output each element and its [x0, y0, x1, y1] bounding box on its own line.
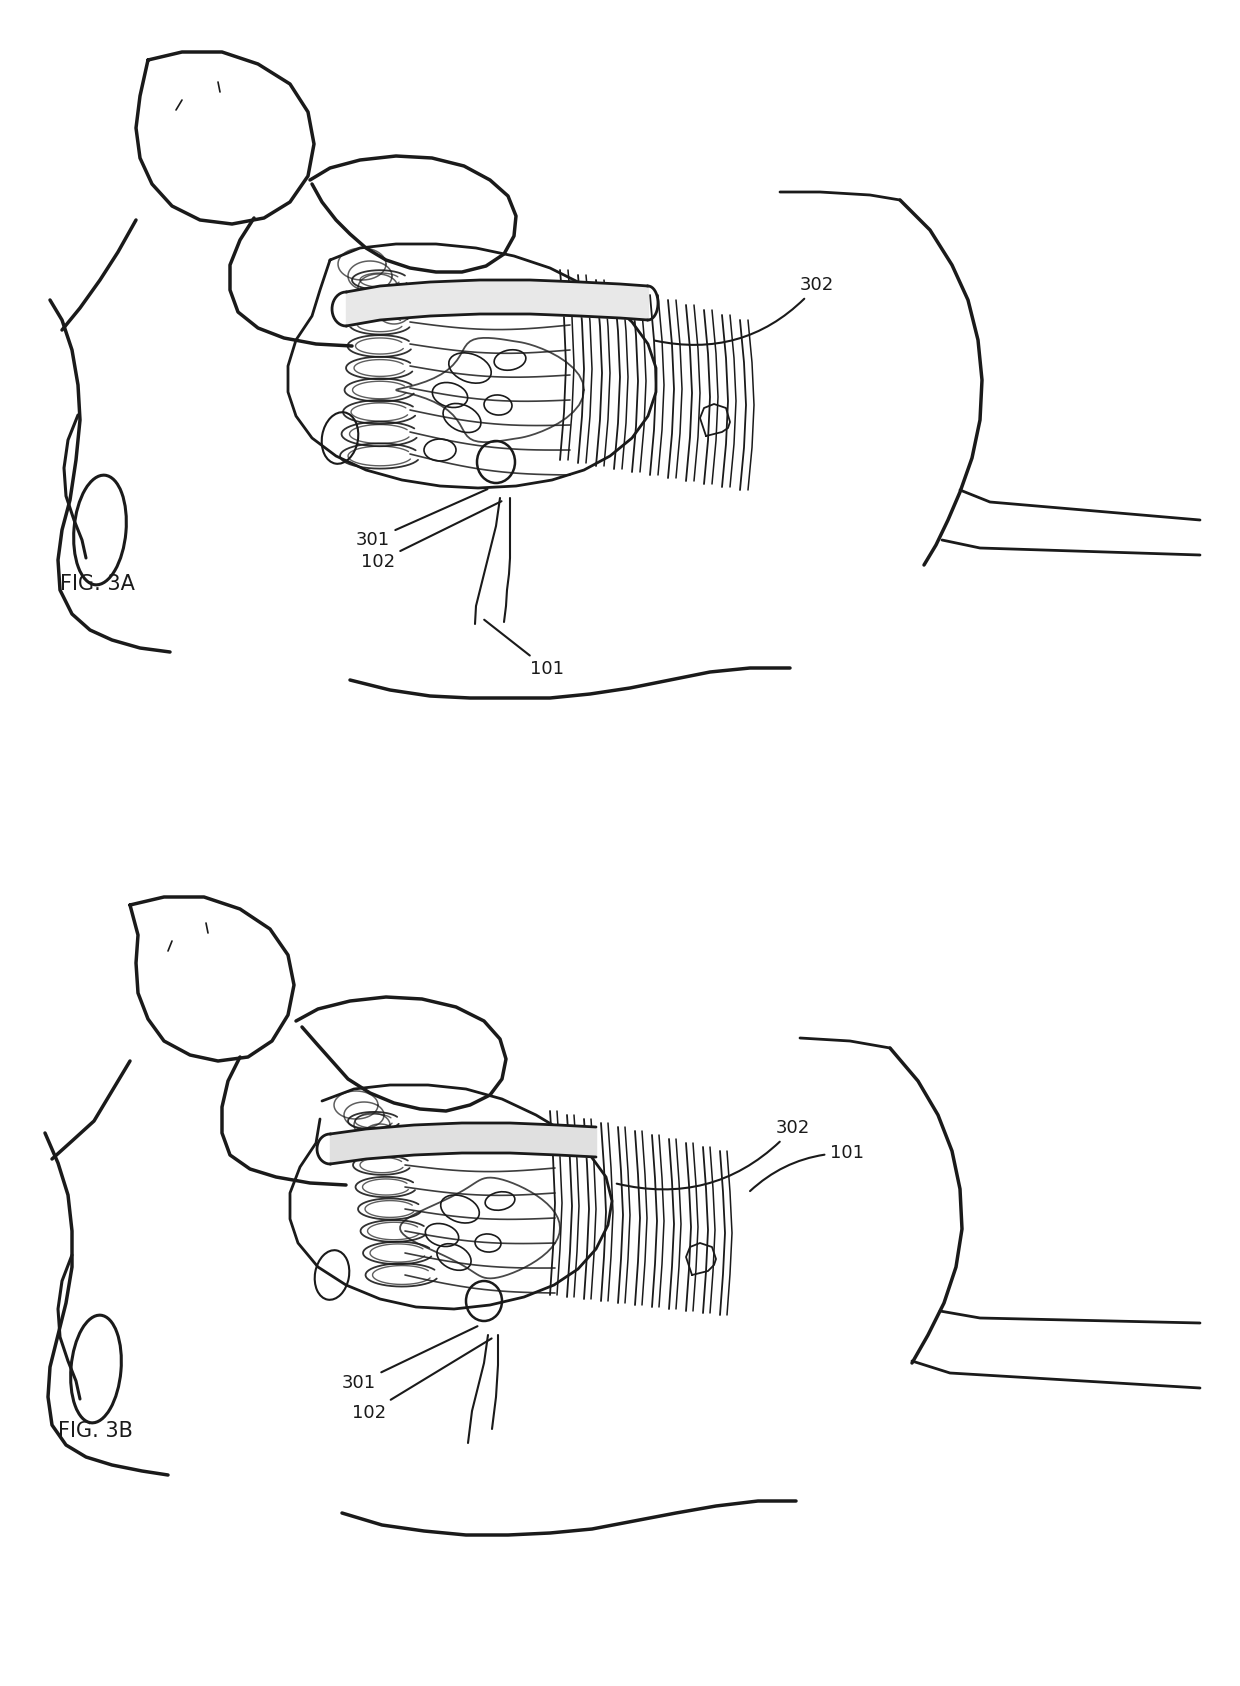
Text: 301: 301 [342, 1327, 477, 1393]
Text: 101: 101 [750, 1145, 864, 1190]
Text: 302: 302 [616, 1120, 810, 1189]
Text: 102: 102 [361, 501, 501, 572]
Text: FIG. 3B: FIG. 3B [58, 1421, 133, 1442]
Text: FIG. 3A: FIG. 3A [60, 573, 135, 593]
Text: 302: 302 [655, 277, 835, 346]
Text: 101: 101 [484, 620, 564, 678]
Text: 301: 301 [356, 489, 487, 550]
Text: 102: 102 [352, 1339, 491, 1421]
